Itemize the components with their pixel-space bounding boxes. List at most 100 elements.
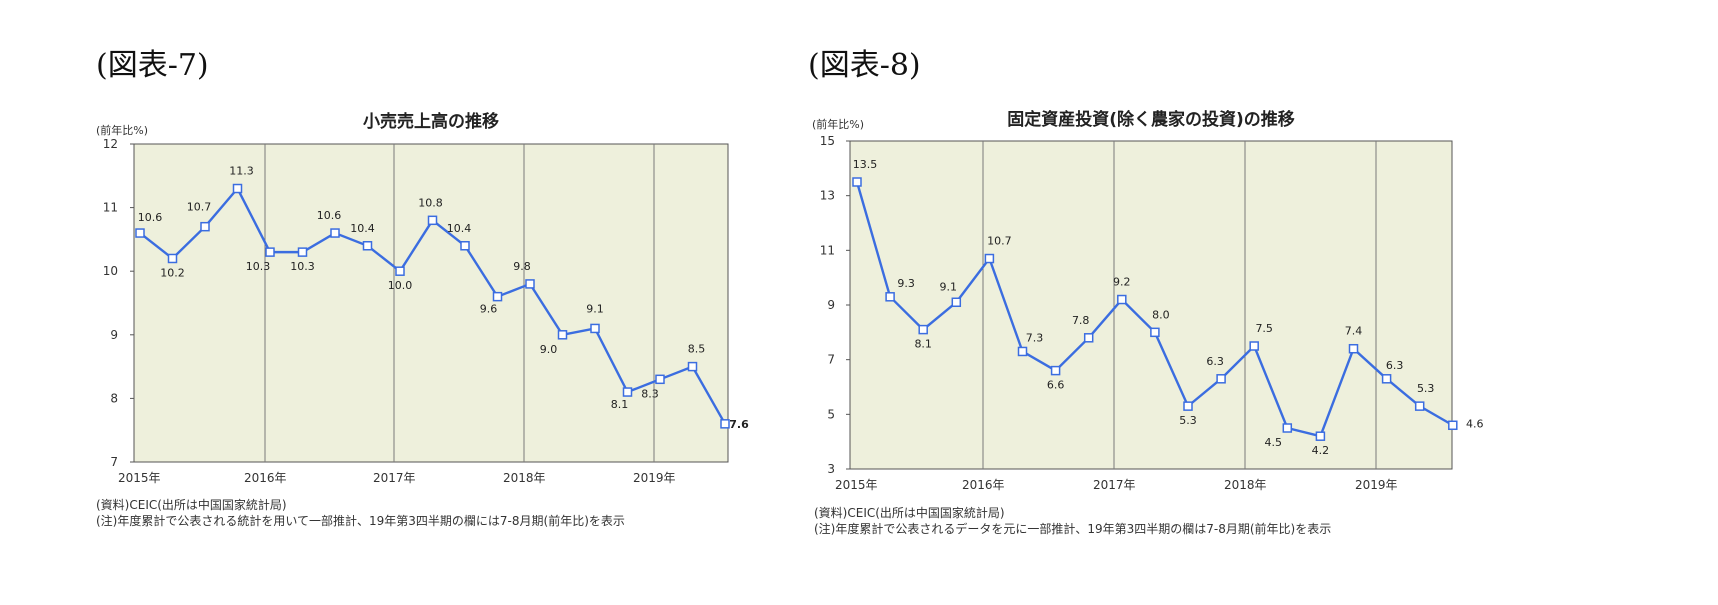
- data-label: 10.7: [187, 201, 212, 214]
- data-label: 7.6: [729, 418, 749, 431]
- data-point: [1381, 374, 1392, 384]
- data-point: [1216, 374, 1226, 384]
- figure-label-8: (図表-8): [808, 48, 921, 83]
- data-point: [885, 292, 895, 302]
- y-tick-label: 11: [820, 243, 835, 257]
- y-tick-label: 11: [103, 201, 118, 215]
- data-label: 10.4: [447, 222, 472, 235]
- data-label: 10.8: [418, 196, 443, 209]
- data-point: [687, 361, 698, 372]
- data-label: 9.3: [897, 277, 915, 290]
- data-point: [557, 330, 568, 340]
- data-label: 4.6: [1466, 417, 1484, 430]
- y-tick-label: 9: [827, 298, 835, 312]
- x-tick-label: 2017年: [373, 471, 416, 485]
- data-point: [1183, 401, 1193, 411]
- retail-sales-line-chart: 7 8 9 10 11 12 2015年 2016年 2017年 2018年 2019年 10.6 10…: [103, 137, 749, 485]
- source-note: (資料)CEIC(出所は中国国家統計局): [96, 498, 287, 512]
- data-label: 5.3: [1417, 382, 1435, 395]
- data-label: 10.7: [987, 235, 1012, 248]
- y-tick-label: 10: [103, 264, 118, 278]
- data-label: 10.0: [388, 279, 413, 292]
- data-point: [1448, 420, 1458, 431]
- data-point: [1050, 365, 1061, 376]
- data-label: 7.8: [1072, 314, 1090, 327]
- y-tick-label: 5: [827, 407, 835, 421]
- data-point: [167, 253, 178, 264]
- footnote: (注)年度累計で公表される統計を用いて一部推計、19年第3四半期の欄には7-8月…: [96, 514, 625, 528]
- data-point: [1348, 343, 1359, 354]
- data-label: 10.4: [350, 222, 375, 235]
- data-label: 9.1: [940, 280, 958, 293]
- data-point: [362, 241, 373, 251]
- y-tick-label: 7: [110, 455, 118, 469]
- data-label: 7.4: [1345, 325, 1363, 338]
- data-label: 4.5: [1265, 436, 1283, 449]
- y-tick-label: 12: [103, 137, 118, 151]
- y-unit-label: (前年比%): [812, 118, 865, 131]
- data-point: [622, 387, 633, 397]
- x-tick-label: 2015年: [118, 471, 161, 485]
- retail-sales-chart-panel: 小売売上高の推移 (前年比%) 7 8 9 10 11 12 2015年 2016年 2017年…: [96, 112, 749, 528]
- chart-title: 固定資産投資(除く農家の投資)の推移: [1007, 110, 1295, 130]
- x-tick-label: 2016年: [962, 478, 1005, 492]
- data-point: [720, 419, 730, 429]
- x-tick-label: 2015年: [835, 478, 878, 492]
- data-point: [427, 215, 438, 226]
- x-tick-label: 2017年: [1093, 478, 1136, 492]
- data-label: 8.1: [914, 338, 932, 351]
- data-label: 10.3: [290, 260, 315, 273]
- data-label: 10.2: [160, 266, 185, 279]
- data-point: [460, 241, 470, 251]
- data-label: 11.3: [229, 165, 254, 178]
- data-label: 9.1: [586, 302, 604, 315]
- data-point: [265, 247, 275, 257]
- data-point: [200, 221, 210, 232]
- x-tick-label: 2018年: [1224, 478, 1267, 492]
- data-point: [918, 324, 928, 335]
- data-point: [1282, 423, 1293, 433]
- data-point: [1017, 346, 1028, 357]
- data-label: 6.6: [1047, 379, 1065, 392]
- data-label: 6.3: [1386, 359, 1404, 372]
- x-tick-label: 2019年: [633, 471, 676, 485]
- data-point: [984, 253, 995, 264]
- data-point: [590, 323, 600, 334]
- data-point: [655, 374, 665, 385]
- data-label: 10.6: [138, 211, 163, 224]
- data-label: 7.5: [1255, 322, 1273, 335]
- data-point: [1249, 341, 1259, 351]
- plot-area: [849, 140, 1453, 470]
- data-point: [1117, 294, 1127, 305]
- data-label: 8.1: [611, 398, 629, 411]
- data-point: [1315, 431, 1326, 441]
- data-label: 8.3: [641, 387, 659, 400]
- data-point: [135, 228, 145, 238]
- y-tick-label: 7: [827, 353, 835, 367]
- data-point: [492, 291, 503, 302]
- data-point: [951, 297, 962, 308]
- y-tick-label: 15: [820, 134, 835, 148]
- data-label: 9.0: [540, 343, 558, 356]
- data-label: 4.2: [1312, 444, 1330, 457]
- data-label: 10.6: [317, 209, 342, 222]
- y-unit-label: (前年比%): [96, 124, 149, 137]
- footnote: (注)年度累計で公表されるデータを元に一部推計、19年第3四半期の欄は7-8月期…: [814, 522, 1332, 536]
- figure-label-7: (図表-7): [96, 48, 209, 83]
- data-point: [525, 279, 535, 289]
- chart-title: 小売売上高の推移: [363, 112, 499, 132]
- data-point: [232, 183, 243, 194]
- y-tick-label: 8: [110, 391, 118, 405]
- data-label: 8.0: [1152, 308, 1170, 321]
- data-label: 9.2: [1113, 276, 1131, 289]
- data-label: 8.5: [688, 343, 706, 356]
- data-point: [1083, 333, 1094, 343]
- data-point: [297, 247, 308, 257]
- data-point: [330, 228, 340, 238]
- data-label: 7.3: [1026, 331, 1044, 344]
- data-point: [852, 177, 862, 187]
- y-tick-label: 9: [110, 328, 118, 342]
- data-label: 5.3: [1179, 414, 1197, 427]
